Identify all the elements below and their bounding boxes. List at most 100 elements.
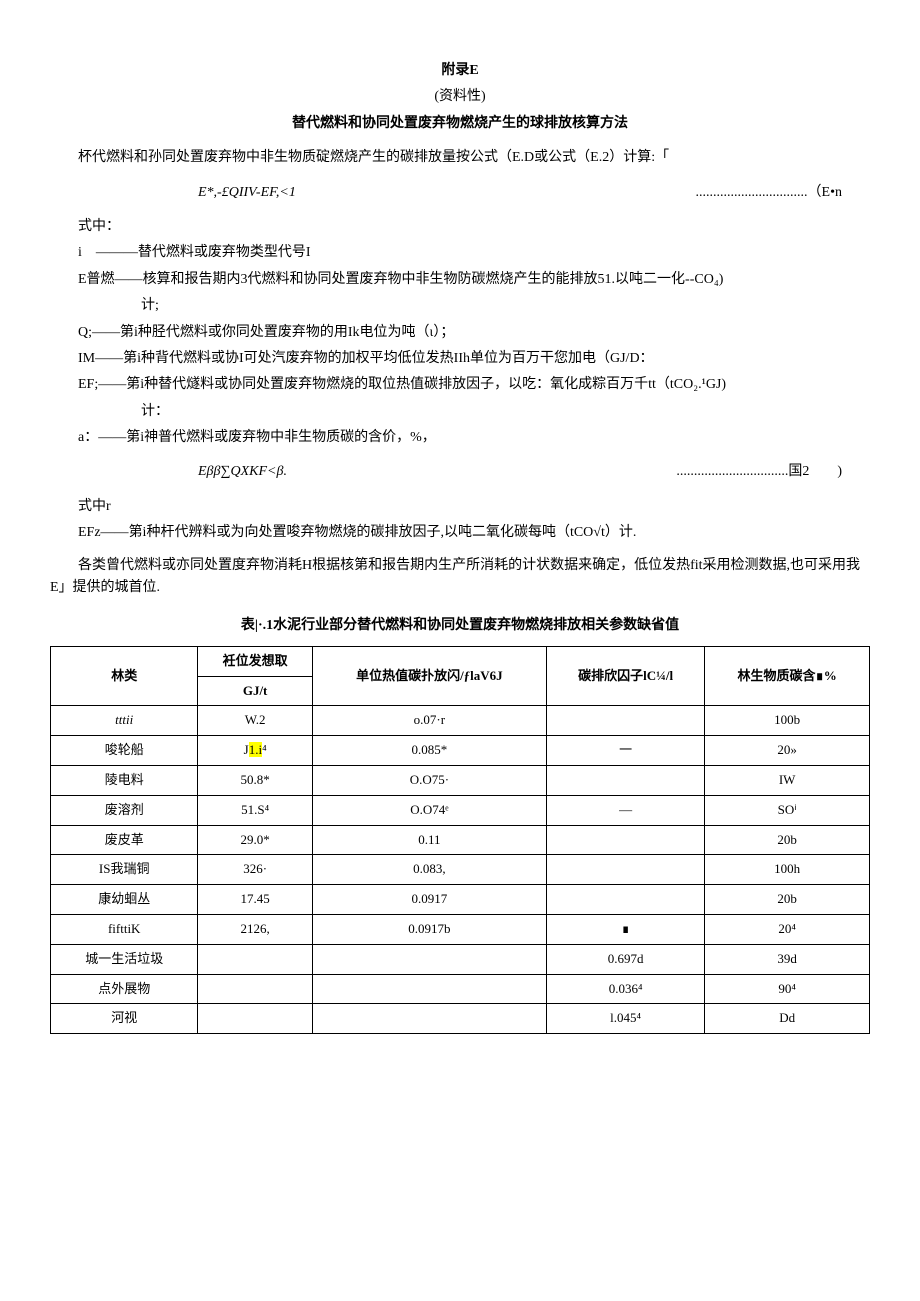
th-heat-top: 衽位发想取 xyxy=(198,646,312,676)
formula-2-row: Eββ∑QXKF<β. ............................… xyxy=(50,461,870,483)
table-cell: SOⁱ xyxy=(705,795,870,825)
table-cell xyxy=(198,974,312,1004)
main-title: 替代燃料和协同处置废弃物燃烧产生的球排放核算方法 xyxy=(50,113,870,135)
table-cell: 陵电料 xyxy=(51,766,198,796)
table-cell: 废皮革 xyxy=(51,825,198,855)
table-cell: 0.036⁴ xyxy=(546,974,704,1004)
def-desc: 第i种替代燧料或协同处置废弃物燃烧的取位热值碳排放因子，以吃：氧化成粽百万千tt… xyxy=(126,374,870,396)
table-cell xyxy=(312,974,546,1004)
table-cell: 0.0917 xyxy=(312,885,546,915)
table-cell: 50.8* xyxy=(198,766,312,796)
table-row: 河视 l.045⁴Dd xyxy=(51,1004,870,1034)
table-cell: o.07·r xyxy=(312,706,546,736)
def-term: i ——— xyxy=(78,242,138,264)
table-cell: 20b xyxy=(705,885,870,915)
def-desc: 第i种背代燃料或协I可处汽废弃物的加权平均低位发热IIh单位为百万干您加电（GJ… xyxy=(123,348,870,370)
table-row: 废溶剂51.S⁴O.O74ᵉ—SOⁱ xyxy=(51,795,870,825)
table-cell: 17.45 xyxy=(198,885,312,915)
formula-2-num: ................................国2 ) xyxy=(676,461,842,483)
def-desc: 替代燃料或废弃物类型代号I xyxy=(138,242,870,264)
table-cell: 河视 xyxy=(51,1004,198,1034)
table-cell: 康幼蛔丛 xyxy=(51,885,198,915)
table-cell: 一 xyxy=(546,736,704,766)
tail-paragraph: 各类曾代燃料或亦同处置度弃物消耗H根据核第和报告期内生产所消耗的计状数据来确定，… xyxy=(50,555,870,600)
table-row: 康幼蛔丛17.450.0917 20b xyxy=(51,885,870,915)
def-term: Q;—— xyxy=(78,322,120,344)
table-title: 表|·.1水泥行业部分替代燃料和协同处置废弃物燃烧排放相关参数缺省值 xyxy=(50,615,870,637)
table-cell: IW xyxy=(705,766,870,796)
def-item: EF;——第i种替代燧料或协同处置废弃物燃烧的取位热值碳排放因子，以吃：氧化成粽… xyxy=(78,374,870,396)
table-cell: 0.0917b xyxy=(312,914,546,944)
formula-1-row: E*,-£QIIV-EF,<1 ........................… xyxy=(50,182,870,204)
table-row: IS我瑞铜326·0.083, 100h xyxy=(51,855,870,885)
nature-label: (资料性) xyxy=(50,86,870,108)
params-table: 林类 衽位发想取 单位热值碳扑放闪/ƒlaV6J 碳排欣囚子lC¼/l 林生物质… xyxy=(50,646,870,1034)
def-item: IM——第i种背代燃料或协I可处汽废弃物的加权平均低位发热IIh单位为百万干您加… xyxy=(78,348,870,370)
table-row: 陵电料50.8*O.O75· IW xyxy=(51,766,870,796)
table-cell: 城一生活垃圾 xyxy=(51,944,198,974)
table-cell: O.O75· xyxy=(312,766,546,796)
th-heat-bot: GJ/t xyxy=(198,676,312,706)
table-cell xyxy=(546,825,704,855)
table-cell: 20» xyxy=(705,736,870,766)
table-cell: 20⁴ xyxy=(705,914,870,944)
def-cont: 计： xyxy=(141,401,870,423)
table-row: 唆轮船J1.i⁴0.085*一20» xyxy=(51,736,870,766)
th-type: 林类 xyxy=(51,646,198,706)
definitions-2: 式中r EFz——第i种杆代辨料或为向处置唆弃物燃烧的碳排放因子,以吨二氧化碳每… xyxy=(78,496,870,545)
table-cell: Dd xyxy=(705,1004,870,1034)
def-item: Q;——第i种胫代燃料或你同处置废弃物的用Ik电位为吨（ι）； xyxy=(78,322,870,344)
def-item: E普燃——核算和报告期内3代燃料和协同处置废弃物中非生物防碳燃烧产生的能排放51… xyxy=(78,269,870,291)
def-desc: 第i种杆代辨料或为向处置唆弃物燃烧的碳排放因子,以吨二氧化碳每吨（tCO√t）计… xyxy=(129,522,870,544)
table-cell: O.O74ᵉ xyxy=(312,795,546,825)
intro-paragraph: 杯代燃料和孙同处置废弃物中非生物质碇燃烧产生的碳排放量按公式（E.D或公式（E.… xyxy=(50,147,870,169)
table-cell xyxy=(546,706,704,736)
table-cell: fifttiK xyxy=(51,914,198,944)
table-cell: 326· xyxy=(198,855,312,885)
appendix-label: 附录E xyxy=(50,60,870,82)
table-cell: 29.0* xyxy=(198,825,312,855)
def-desc: 第i神普代燃料或废弃物中非生物质碳的含价，%， xyxy=(126,427,870,449)
def-item: i ———替代燃料或废弃物类型代号I xyxy=(78,242,870,264)
table-cell: 20b xyxy=(705,825,870,855)
table-row: tttiiW.2o.07·r100b xyxy=(51,706,870,736)
table-cell xyxy=(546,885,704,915)
table-cell xyxy=(198,944,312,974)
defs2-label: 式中r xyxy=(78,496,870,518)
table-cell: J1.i⁴ xyxy=(198,736,312,766)
table-cell: — xyxy=(546,795,704,825)
formula-1: E*,-£QIIV-EF,<1 xyxy=(198,182,296,204)
table-cell xyxy=(312,944,546,974)
th-bio: 林生物质碳含∎% xyxy=(705,646,870,706)
table-cell: 51.S⁴ xyxy=(198,795,312,825)
def-item: EFz——第i种杆代辨料或为向处置唆弃物燃烧的碳排放因子,以吨二氧化碳每吨（tC… xyxy=(78,522,870,544)
th-unit-heat: 单位热值碳扑放闪/ƒlaV6J xyxy=(312,646,546,706)
table-cell xyxy=(546,766,704,796)
table-cell xyxy=(312,1004,546,1034)
def-desc: 核算和报告期内3代燃料和协同处置废弃物中非生物防碳燃烧产生的能排放51.以吨二一… xyxy=(143,269,870,291)
table-cell: 唆轮船 xyxy=(51,736,198,766)
table-cell xyxy=(198,1004,312,1034)
table-cell: 0.085* xyxy=(312,736,546,766)
def-term: a：—— xyxy=(78,427,126,449)
def-item: a：——第i神普代燃料或废弃物中非生物质碳的含价，%， xyxy=(78,427,870,449)
def-desc: 第i种胫代燃料或你同处置废弃物的用Ik电位为吨（ι）； xyxy=(120,322,870,344)
table-row: 废皮革29.0*0.1120b xyxy=(51,825,870,855)
defs-label: 式中： xyxy=(78,216,870,238)
table-cell: 39d xyxy=(705,944,870,974)
table-cell: l.045⁴ xyxy=(546,1004,704,1034)
definitions-1: 式中： i ———替代燃料或废弃物类型代号I E普燃——核算和报告期内3代燃料和协… xyxy=(78,216,870,450)
th-ef: 碳排欣囚子lC¼/l xyxy=(546,646,704,706)
table-cell: tttii xyxy=(51,706,198,736)
table-cell: IS我瑞铜 xyxy=(51,855,198,885)
table-cell: 100h xyxy=(705,855,870,885)
def-term: E普燃—— xyxy=(78,269,143,291)
table-cell: 2126, xyxy=(198,914,312,944)
def-term: EFz—— xyxy=(78,522,129,544)
table-cell xyxy=(546,855,704,885)
table-cell: ∎ xyxy=(546,914,704,944)
table-cell: 0.697d xyxy=(546,944,704,974)
def-term: IM—— xyxy=(78,348,123,370)
table-cell: 废溶剂 xyxy=(51,795,198,825)
table-cell: 0.083, xyxy=(312,855,546,885)
